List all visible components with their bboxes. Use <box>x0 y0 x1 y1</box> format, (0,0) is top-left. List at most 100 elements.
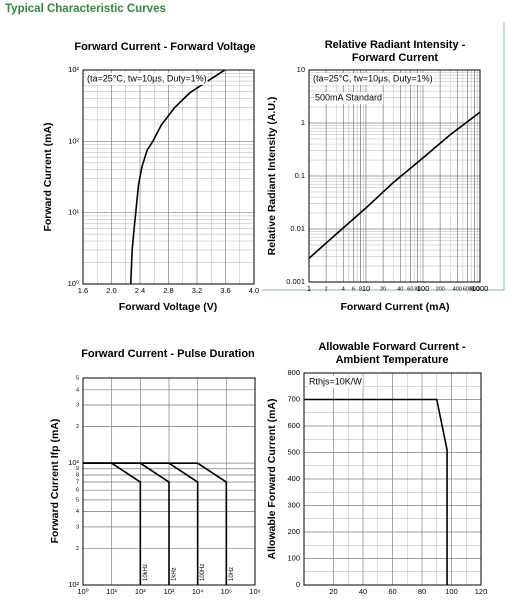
y-tick-label: 10² <box>68 580 79 589</box>
y-tick-label: 200 <box>287 527 300 536</box>
y-tick-label: 10 <box>297 65 305 74</box>
y-axis-label: Allowable Forward Current (mA) <box>266 398 278 559</box>
x-tick-label: 100 <box>445 587 458 596</box>
x-tick-label: 1 <box>307 284 311 293</box>
chart-title: Forward Current - Forward Voltage <box>74 41 255 53</box>
x-tick-label: 40 <box>359 587 367 596</box>
y-tick-label: 8 <box>76 472 79 478</box>
annotation-bg <box>314 92 384 104</box>
y-tick-label: 3 <box>76 402 79 408</box>
x-tick-label: 2.8 <box>163 286 173 295</box>
x-tick-label: 10 <box>362 284 370 293</box>
x-tick-label: 10² <box>135 587 146 596</box>
x-tick-label: 600 <box>463 286 472 292</box>
y-tick-label: 4 <box>76 387 79 393</box>
x-axis-label: Forward Current (mA) <box>340 301 449 313</box>
x-tick-label: 60 <box>407 286 413 292</box>
data-line <box>304 398 448 585</box>
y-tick-label: 0 <box>296 580 300 589</box>
annotation: (ta=25°C, tw=10μs, Duty=1%) <box>313 73 433 83</box>
x-tick-label: 3.2 <box>192 286 202 295</box>
series-label: 10kHz <box>143 564 149 581</box>
x-tick-label: 10⁵ <box>221 587 232 596</box>
chart-title: Allowable Forward Current - <box>318 341 466 353</box>
y-tick-label: 7 <box>76 479 79 485</box>
x-tick-label: 800 <box>470 286 479 292</box>
annotation-bg <box>312 73 434 85</box>
y-tick-label: 2 <box>76 546 79 552</box>
data-line <box>308 111 481 259</box>
chart-title: Forward Current - Pulse Duration <box>81 348 255 360</box>
x-tick-label: 10⁶ <box>249 587 260 596</box>
annotation: Rthjs=10K/W <box>309 376 362 386</box>
x-tick-label: 2 <box>325 286 328 292</box>
y-tick-label: 5 <box>76 497 79 503</box>
data-line <box>83 462 170 585</box>
chart-title: Ambient Temperature <box>336 354 449 366</box>
x-tick-label: 200 <box>436 286 445 292</box>
x-tick-label: 1000 <box>472 284 489 293</box>
y-tick-label: 6 <box>76 488 79 494</box>
data-line <box>83 462 228 585</box>
y-tick-label: 10² <box>68 458 79 467</box>
x-tick-label: 4 <box>342 286 345 292</box>
x-tick-label: 20 <box>380 286 386 292</box>
chart-title: Forward Current <box>352 52 439 64</box>
x-tick-label: 10⁰ <box>77 587 88 596</box>
y-tick-label: 10⁰ <box>68 279 79 288</box>
x-tick-label: 3.6 <box>220 286 230 295</box>
annotation: (ta=25°C, tw=10μs, Duty=1%) <box>87 73 207 83</box>
y-axis-label: Forward Current Ifp (mA) <box>49 419 61 544</box>
x-tick-label: 2.4 <box>135 286 145 295</box>
plot-frame <box>303 372 482 586</box>
x-axis-label: Forward Voltage (V) <box>119 301 217 313</box>
x-tick-label: 6 <box>352 286 355 292</box>
y-tick-label: 600 <box>287 421 300 430</box>
x-tick-label: 80 <box>414 286 420 292</box>
x-tick-label: 60 <box>388 587 396 596</box>
x-tick-label: 40 <box>397 286 403 292</box>
plot-frame <box>308 69 481 283</box>
annotation: 500mA Standard <box>315 92 382 102</box>
annotation-bg <box>86 73 208 85</box>
y-tick-label: 100 <box>287 553 300 562</box>
x-tick-label: 10¹ <box>106 587 117 596</box>
y-tick-label: 700 <box>287 394 300 403</box>
x-tick-label: 2.0 <box>106 286 116 295</box>
y-tick-label: 10² <box>68 136 79 145</box>
y-tick-label: 400 <box>287 474 300 483</box>
y-axis-label: Forward Current (mA) <box>42 122 54 231</box>
x-tick-label: 10³ <box>164 587 175 596</box>
y-tick-label: 0.01 <box>290 224 305 233</box>
y-tick-label: 0.1 <box>295 171 305 180</box>
x-tick-label: 400 <box>453 286 462 292</box>
x-tick-label: 80 <box>418 587 426 596</box>
y-tick-label: 2 <box>76 424 79 430</box>
x-tick-label: 100 <box>417 284 430 293</box>
chart-title: Relative Radiant Intensity - <box>325 39 466 51</box>
x-tick-label: 8 <box>359 286 362 292</box>
x-tick-label: 20 <box>329 587 337 596</box>
x-tick-label: 10⁴ <box>192 587 204 596</box>
x-tick-label: 4.0 <box>249 286 259 295</box>
series-label: 1kHz <box>172 567 178 581</box>
y-tick-label: 5 <box>76 375 79 381</box>
y-tick-label: 1 <box>301 118 305 127</box>
y-tick-label: 9 <box>76 466 79 472</box>
annotation-bg <box>308 376 363 388</box>
series-label: 10Hz <box>229 567 235 581</box>
data-line <box>129 69 226 285</box>
series-label: 100Hz <box>200 564 206 581</box>
y-tick-label: 800 <box>287 368 300 377</box>
page-title: Typical Characteristic Curves <box>5 3 166 15</box>
plot-frame <box>82 69 255 285</box>
x-tick-label: 120 <box>475 587 488 596</box>
y-tick-label: 10¹ <box>68 208 79 217</box>
y-tick-label: 10² <box>68 65 79 74</box>
y-tick-label: 0.001 <box>286 277 305 286</box>
y-tick-label: 3 <box>76 524 79 530</box>
y-tick-label: 500 <box>287 447 300 456</box>
y-tick-label: 4 <box>76 509 79 515</box>
x-tick-label: 1.6 <box>78 286 88 295</box>
